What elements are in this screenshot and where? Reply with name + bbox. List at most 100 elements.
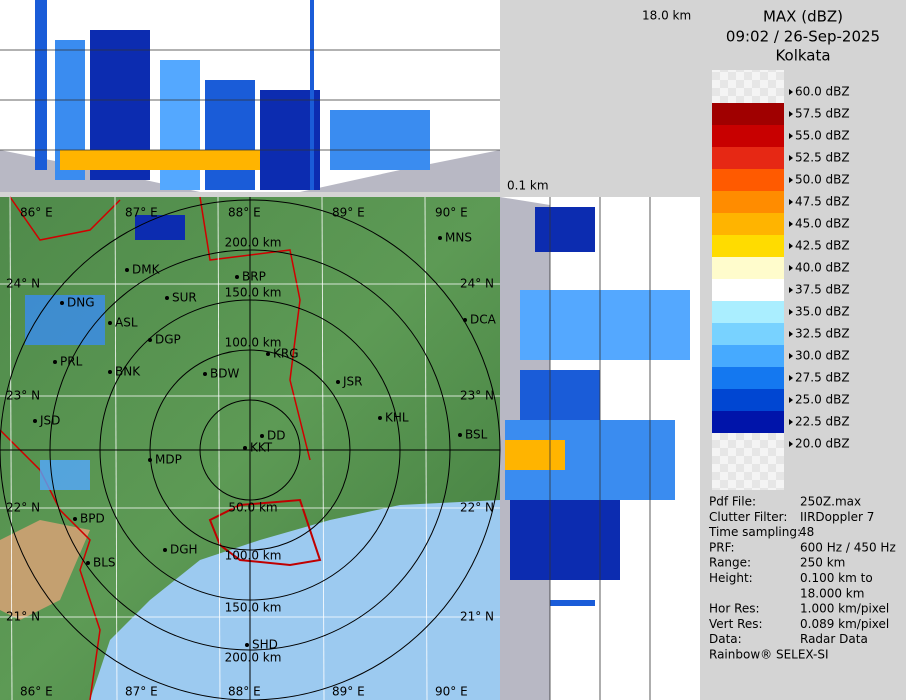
legend-label: 25.0 dBZ xyxy=(795,393,850,407)
station-label: DGH xyxy=(170,543,198,557)
lon-label-bottom: 86° E xyxy=(20,685,53,699)
legend-tick xyxy=(789,353,793,359)
station-dot xyxy=(235,275,239,279)
lat-label-left: 21° N xyxy=(6,610,40,624)
legend-tick xyxy=(789,375,793,381)
station-dot xyxy=(165,296,169,300)
info-label: Range: xyxy=(709,556,751,570)
meridian xyxy=(321,196,325,700)
info-label: Pdf File: xyxy=(709,495,756,509)
lon-label-top: 90° E xyxy=(435,206,468,220)
station-dot xyxy=(53,360,57,364)
station-label: JSD xyxy=(39,414,60,428)
station-dot xyxy=(108,370,112,374)
station-label: DNG xyxy=(67,296,95,310)
station-label: SUR xyxy=(172,291,197,305)
legend-label: 55.0 dBZ xyxy=(795,129,850,143)
legend-swatch xyxy=(712,257,784,279)
station-label: DGP xyxy=(155,333,181,347)
station-label: ASL xyxy=(115,316,138,330)
legend-swatch xyxy=(712,125,784,147)
legend-tick xyxy=(789,155,793,161)
station-label: BLS xyxy=(93,556,116,570)
station-label: KKT xyxy=(250,441,273,455)
bottom-height: 0.1 km xyxy=(507,179,549,193)
station-label: DD xyxy=(267,429,285,443)
info-label: Hor Res: xyxy=(709,602,760,616)
info-value: 250 km xyxy=(800,556,845,570)
lon-label-top: 88° E xyxy=(228,206,261,220)
station-label: BRP xyxy=(242,270,266,284)
station-dot xyxy=(245,643,249,647)
top-height: 18.0 km xyxy=(642,9,691,23)
legend-tick xyxy=(789,89,793,95)
legend-tick xyxy=(789,265,793,271)
range-label: 50.0 km xyxy=(228,501,277,515)
legend-label: 60.0 dBZ xyxy=(795,85,850,99)
station-dot xyxy=(86,561,90,565)
legend-swatch xyxy=(712,103,784,125)
station-dot xyxy=(125,268,129,272)
time: 09:02 / 26-Sep-2025 xyxy=(726,28,880,46)
meridian xyxy=(424,196,428,700)
range-label: 100.0 km xyxy=(225,549,282,563)
info-value: 600 Hz / 450 Hz xyxy=(800,540,896,554)
info-value: IIRDoppler 7 xyxy=(800,510,874,524)
lat-label-right: 21° N xyxy=(460,610,494,624)
footer: Rainbow® SELEX-SI xyxy=(709,648,829,662)
legend-label: 20.0 dBZ xyxy=(795,437,850,451)
legend-label: 22.5 dBZ xyxy=(795,415,850,429)
station-dot xyxy=(260,434,264,438)
legend-label: 57.5 dBZ xyxy=(795,107,850,121)
range-label: 150.0 km xyxy=(225,286,282,300)
range-label: 200.0 km xyxy=(225,236,282,250)
range-label: 150.0 km xyxy=(225,601,282,615)
legend-swatch xyxy=(712,169,784,191)
lat-label-right: 22° N xyxy=(460,501,494,515)
lat-label-left: 24° N xyxy=(6,277,40,291)
station-dot xyxy=(33,419,37,423)
map-grid xyxy=(0,196,500,700)
legend-swatch xyxy=(712,323,784,345)
station-label: KRG xyxy=(273,347,299,361)
legend-swatch xyxy=(712,345,784,367)
legend-label: 47.5 dBZ xyxy=(795,195,850,209)
legend-label: 45.0 dBZ xyxy=(795,217,850,231)
lat-label-right: 24° N xyxy=(460,277,494,291)
legend-tick xyxy=(789,419,793,425)
legend-label: 30.0 dBZ xyxy=(795,349,850,363)
legend-tick xyxy=(789,243,793,249)
info-value: 0.100 km to xyxy=(800,571,873,585)
station-dot xyxy=(60,301,64,305)
info-label: Vert Res: xyxy=(709,617,763,631)
legend-label: 52.5 dBZ xyxy=(795,151,850,165)
station-dot xyxy=(378,416,382,420)
info-value: 250Z.max xyxy=(800,495,861,509)
meridian xyxy=(114,196,118,700)
side-grid xyxy=(549,197,651,700)
station-label: SHD xyxy=(252,638,278,652)
legend-tick xyxy=(789,221,793,227)
station-dot xyxy=(163,548,167,552)
station-label: DCA xyxy=(470,313,497,327)
place: Kolkata xyxy=(775,47,830,65)
meridian xyxy=(217,196,221,700)
legend-tick xyxy=(789,133,793,139)
legend-tick xyxy=(789,397,793,403)
legend-tick xyxy=(789,111,793,117)
legend-swatch xyxy=(712,301,784,323)
station-label: PRL xyxy=(60,355,83,369)
range-label: 100.0 km xyxy=(225,336,282,350)
station-dot xyxy=(148,458,152,462)
station-label: BPD xyxy=(80,512,105,526)
info-value: 1.000 km/pixel xyxy=(800,602,889,616)
lon-label-bottom: 88° E xyxy=(228,685,261,699)
station-dot xyxy=(108,321,112,325)
station-label: DMK xyxy=(132,263,161,277)
legend-label: 50.0 dBZ xyxy=(795,173,850,187)
legend-tick xyxy=(789,177,793,183)
info-label: Clutter Filter: xyxy=(709,510,787,524)
legend-swatch xyxy=(712,147,784,169)
legend-tick xyxy=(789,309,793,315)
info-label: PRF: xyxy=(709,540,735,554)
